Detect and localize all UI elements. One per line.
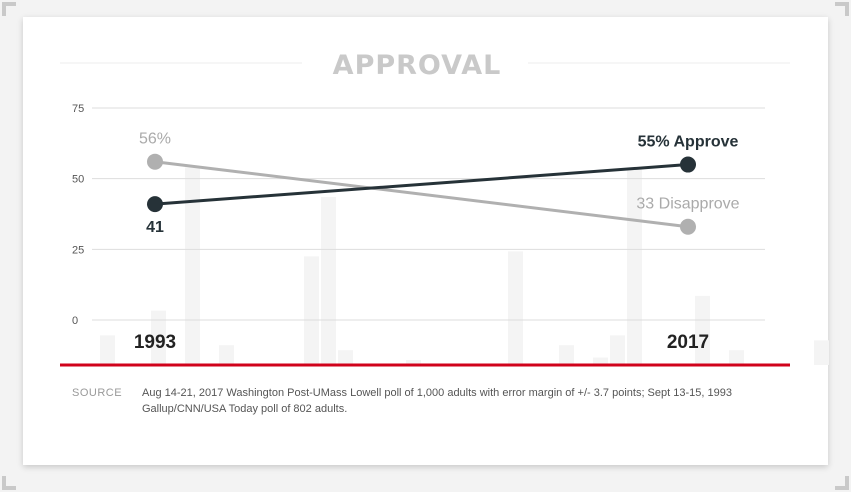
disapprove-label-2017: 33 Disapprove [636,196,739,213]
y-tick-label: 75 [72,103,84,115]
background-bar [508,251,523,365]
background-bar [695,295,710,365]
background-bar [321,197,336,365]
x-tick-label: 2017 [667,332,709,353]
background-bar [627,167,642,365]
y-tick-label: 50 [72,174,84,186]
approve-label-1993: 41 [146,219,164,236]
disapprove-line [154,160,689,229]
source-label: SOURCE [72,387,123,399]
disapprove-label-1993: 56% [139,131,171,148]
background-bar [559,345,574,365]
x-tick-label: 1993 [134,332,176,353]
chart-title: APPROVAL [333,50,502,81]
background-bar [185,167,200,365]
corner-mark-bottom-left [2,476,16,490]
approve-point [680,156,696,173]
background-bar [304,256,319,365]
approve-line [154,163,689,206]
approve-label-2017: 55% Approve [638,134,739,151]
background-bar [814,340,829,365]
background-bar [338,350,353,365]
approve-point [147,196,163,213]
background-bar [100,335,115,365]
corner-mark-bottom-right [835,476,849,490]
chart-card [23,17,828,465]
background-bar [593,357,608,365]
background-bar [151,310,166,365]
source-text: Aug 14-21, 2017 Washington Post-UMass Lo… [142,387,732,415]
y-tick-label: 0 [72,315,78,327]
corner-mark-top-left [2,2,16,16]
y-tick-label: 25 [72,244,84,256]
background-bar [729,350,744,365]
disapprove-point [147,153,163,170]
background-bar [610,335,625,365]
disapprove-point [680,218,696,235]
corner-mark-top-right [835,2,849,16]
background-bar [219,345,234,365]
background-bar [406,360,421,365]
